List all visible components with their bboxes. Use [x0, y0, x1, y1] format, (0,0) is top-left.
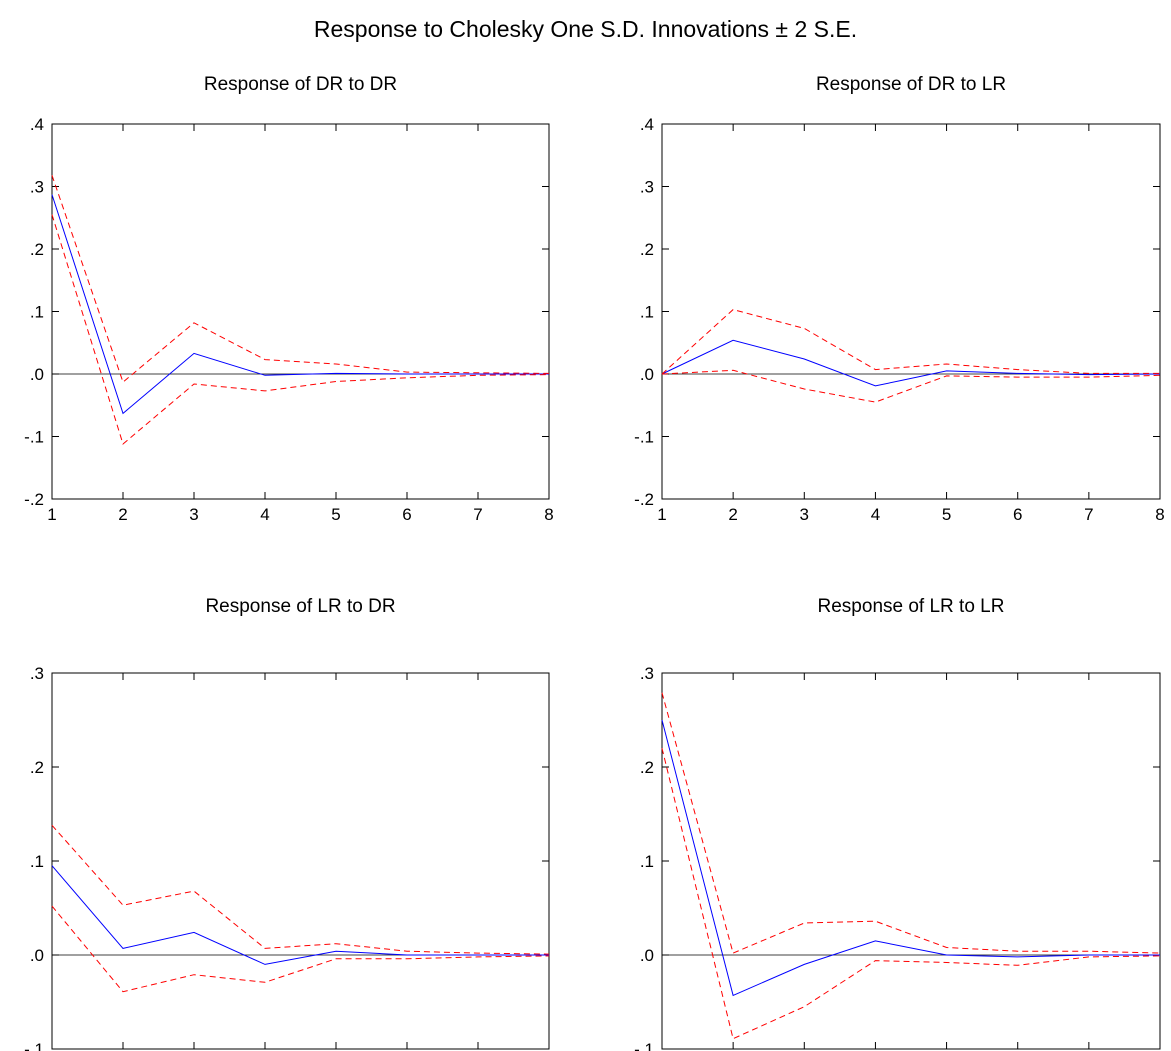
- y-tick-label: .3: [640, 178, 654, 197]
- plot-frame: [51, 672, 550, 1050]
- y-tick-label: -.2: [634, 490, 654, 509]
- upper-band-line: [51, 824, 550, 955]
- x-tick-label: 7: [473, 505, 482, 524]
- y-tick-label: .2: [30, 758, 44, 777]
- panel-title: Response of LR to DR: [205, 596, 395, 617]
- y-tick-label: -.1: [634, 1040, 654, 1051]
- y-tick-label: .1: [640, 852, 654, 871]
- y-tick-label: .0: [30, 365, 44, 384]
- plot-frame: [51, 123, 550, 500]
- x-tick-label: 6: [402, 505, 411, 524]
- y-tick-label: -.2: [24, 490, 44, 509]
- irf-panel: Response of LR to DR-.1.0.1.2.312345678: [24, 596, 550, 1051]
- y-tick-label: .2: [640, 240, 654, 259]
- y-tick-label: .4: [640, 115, 654, 134]
- y-tick-label: .4: [30, 115, 44, 134]
- x-tick-label: 5: [942, 505, 951, 524]
- x-tick-label: 6: [1013, 505, 1022, 524]
- response-line: [661, 719, 1160, 997]
- x-tick-label: 8: [544, 505, 553, 524]
- lower-band-line: [51, 905, 550, 993]
- x-tick-label: 1: [657, 505, 666, 524]
- x-tick-label: 4: [871, 505, 880, 524]
- x-tick-label: 1: [47, 505, 56, 524]
- y-tick-label: .0: [640, 365, 654, 384]
- y-tick-label: .2: [30, 240, 44, 259]
- y-tick-label: -.1: [24, 1040, 44, 1051]
- y-tick-label: .2: [640, 758, 654, 777]
- x-tick-label: 7: [1084, 505, 1093, 524]
- x-tick-label: 2: [728, 505, 737, 524]
- y-tick-label: .0: [640, 946, 654, 965]
- y-tick-label: .0: [30, 946, 44, 965]
- y-tick-label: .3: [640, 664, 654, 683]
- upper-band-line: [661, 692, 1161, 954]
- x-tick-label: 3: [189, 505, 198, 524]
- panel-title: Response of DR to LR: [816, 74, 1006, 95]
- panel-title: Response of DR to DR: [204, 74, 397, 95]
- response-line: [51, 865, 549, 965]
- lower-band-line: [661, 748, 1161, 1040]
- x-tick-label: 2: [118, 505, 127, 524]
- panel-title: Response of LR to LR: [818, 596, 1005, 617]
- irf-panel: Response of LR to LR-.1.0.1.2.312345678: [634, 596, 1161, 1051]
- response-line: [661, 339, 1161, 387]
- y-tick-label: -.1: [634, 428, 654, 447]
- irf-panel: Response of DR to LR -.2 -.1 .0 .1 .2 .3 .4 1 2 3 4…: [634, 74, 1165, 524]
- lower-band-line: [661, 369, 1161, 403]
- figure-title: Response to Cholesky One S.D. Innovation…: [313, 16, 858, 42]
- y-tick-label: .1: [640, 303, 654, 322]
- y-tick-label: -.1: [24, 428, 44, 447]
- upper-band-line: [661, 309, 1160, 375]
- irf-panel: Response of DR to DR -.2 -.1 .0 .1 .2 .3 .4 1 2 3 4…: [24, 74, 554, 524]
- plot-frame: [661, 672, 1161, 1050]
- x-tick-label: 8: [1155, 505, 1164, 524]
- x-tick-label: 3: [800, 505, 809, 524]
- y-tick-label: .1: [30, 303, 44, 322]
- lower-band-line: [51, 214, 550, 445]
- plot-frame: [661, 123, 1161, 500]
- x-tick-label: 5: [331, 505, 340, 524]
- y-tick-label: .1: [30, 852, 44, 871]
- y-tick-label: .3: [30, 178, 44, 197]
- response-line: [51, 194, 549, 415]
- x-tick-label: 4: [260, 505, 269, 524]
- y-tick-label: .3: [30, 664, 44, 683]
- upper-band-line: [51, 175, 550, 383]
